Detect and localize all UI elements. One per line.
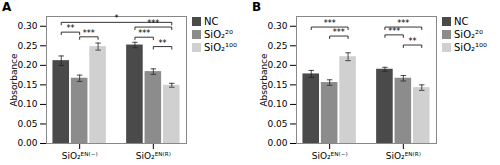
html-text:SiO₂²⁰: SiO₂²⁰ <box>204 29 233 40</box>
svg-text:0.10: 0.10 <box>17 99 37 109</box>
svg-text:Absorbance: Absorbance <box>259 53 269 107</box>
svg-text:SiO₂ᴱᴺ⁽⁻⁾: SiO₂ᴱᴺ⁽⁻⁾ <box>62 151 98 161</box>
svg-text:SiO₂ᴱᴺ⁽⁻⁾: SiO₂ᴱᴺ⁽⁻⁾ <box>312 151 348 161</box>
svg-text:***: *** <box>333 28 345 37</box>
svg-text:0.00: 0.00 <box>267 138 287 148</box>
svg-text:0.05: 0.05 <box>267 119 287 129</box>
html-text:NC: NC <box>454 16 469 27</box>
svg-text:**: ** <box>66 24 74 33</box>
svg-text:0.15: 0.15 <box>17 80 37 90</box>
svg-text:SiO₂ᴱᴺ⁽ᴿ⁾: SiO₂ᴱᴺ⁽ᴿ⁾ <box>386 151 421 161</box>
svg-text:*: * <box>115 14 119 23</box>
html-text:SiO₂²⁰: SiO₂²⁰ <box>454 29 483 40</box>
svg-text:***: *** <box>324 19 336 28</box>
svg-text:***: *** <box>83 29 95 38</box>
svg-text:0.25: 0.25 <box>267 41 287 51</box>
html-text:NC: NC <box>204 16 219 27</box>
svg-text:***: *** <box>147 19 159 28</box>
svg-text:0.25: 0.25 <box>17 41 37 51</box>
svg-text:0.30: 0.30 <box>267 21 287 31</box>
svg-text:0.20: 0.20 <box>267 60 287 70</box>
svg-text:0.30: 0.30 <box>17 21 37 31</box>
html-text:A: A <box>2 0 12 14</box>
svg-text:SiO₂ᴱᴺ⁽ᴿ⁾: SiO₂ᴱᴺ⁽ᴿ⁾ <box>136 151 171 161</box>
svg-text:0.20: 0.20 <box>17 60 37 70</box>
svg-text:***: *** <box>138 29 150 38</box>
svg-text:0.00: 0.00 <box>17 138 37 148</box>
svg-text:0.15: 0.15 <box>267 80 287 90</box>
svg-text:**: ** <box>409 37 417 46</box>
svg-text:0.05: 0.05 <box>17 119 37 129</box>
svg-text:***: *** <box>388 27 400 36</box>
svg-text:**: ** <box>159 39 167 48</box>
html-text:B: B <box>252 0 262 14</box>
svg-text:Absorbance: Absorbance <box>9 53 19 107</box>
html-text:SiO₂¹⁰⁰: SiO₂¹⁰⁰ <box>454 42 487 53</box>
html-text:SiO₂¹⁰⁰: SiO₂¹⁰⁰ <box>204 42 237 53</box>
svg-text:0.10: 0.10 <box>267 99 287 109</box>
